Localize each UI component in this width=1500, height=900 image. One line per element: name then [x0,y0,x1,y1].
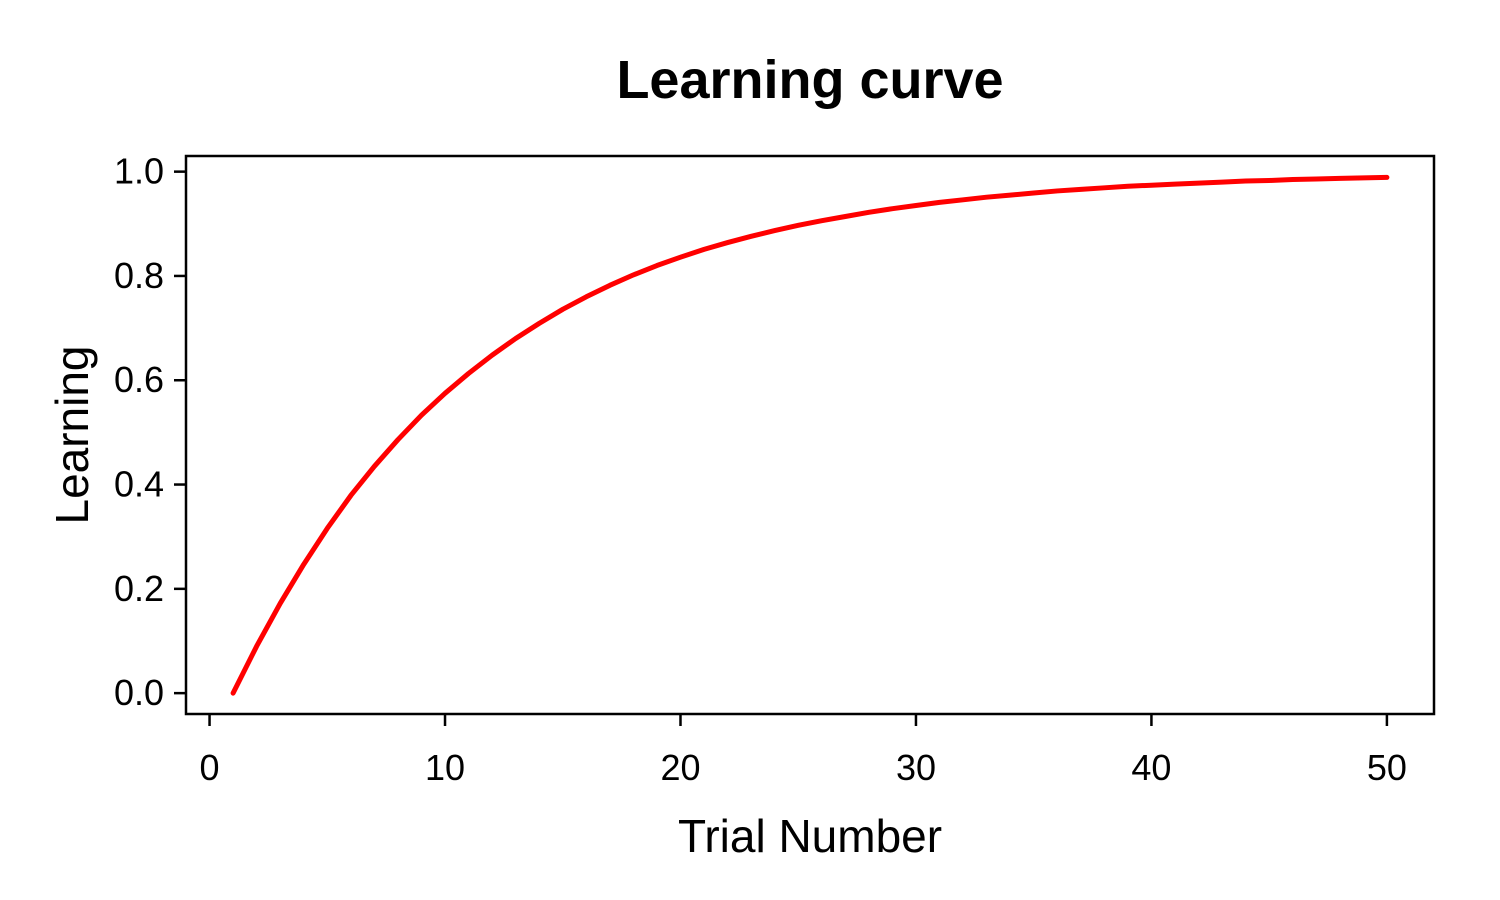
chart-title: Learning curve [616,50,1003,110]
x-axis-label: Trial Number [678,810,942,862]
y-axis-label: Learning [46,345,98,524]
series-line-learning [230,174,1390,696]
x-tick-label: 10 [425,747,465,788]
y-tick-label: 0.8 [114,255,164,296]
y-tick-label: 0.4 [114,464,164,505]
plot-frame [184,154,1436,716]
plot-area [230,174,1390,696]
x-axis: 0 10 20 30 40 50 [200,714,1407,788]
y-tick-label: 0.6 [114,359,164,400]
y-axis: 0.0 0.2 0.4 0.6 0.8 1.0 [114,151,186,713]
x-tick-label: 30 [896,747,936,788]
x-tick-label: 20 [660,747,700,788]
y-tick-label: 0.2 [114,568,164,609]
x-tick-label: 50 [1367,747,1407,788]
x-tick-label: 0 [200,747,220,788]
x-tick-label: 40 [1131,747,1171,788]
y-tick-label: 0.0 [114,672,164,713]
y-tick-label: 1.0 [114,151,164,192]
